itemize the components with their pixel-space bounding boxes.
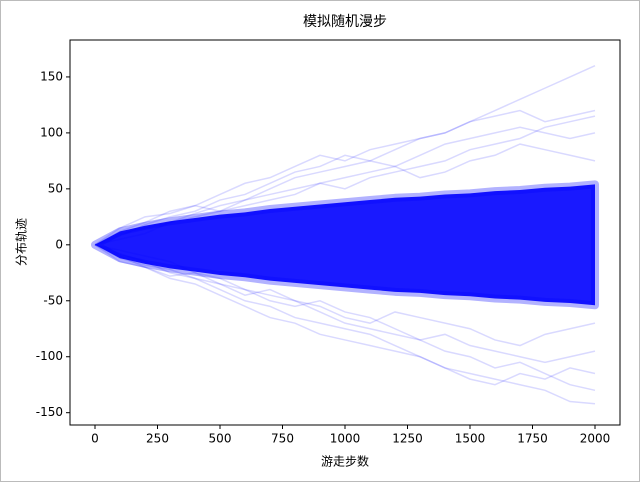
walk-line <box>94 109 596 246</box>
y-tick-label: -100 <box>36 349 63 363</box>
x-tick-label: 2000 <box>580 432 611 446</box>
x-tick-label: 750 <box>271 432 294 446</box>
dense-band <box>91 180 599 310</box>
x-axis-label: 游走步数 <box>321 454 369 469</box>
y-tick-label: -50 <box>43 293 63 307</box>
walk-line <box>94 244 596 405</box>
x-tick-label: 1250 <box>392 432 423 446</box>
x-tick-label: 0 <box>91 432 99 446</box>
x-tick-label: 1750 <box>517 432 548 446</box>
x-tick-label: 500 <box>209 432 232 446</box>
y-axis-label: 分布轨迹 <box>15 218 29 266</box>
x-tick-label: 1000 <box>330 432 361 446</box>
y-tick-label: 50 <box>48 181 63 195</box>
y-tick-label: 100 <box>40 125 63 139</box>
walk-line <box>94 65 596 246</box>
walk-line <box>94 115 596 246</box>
walk-line <box>94 244 596 347</box>
x-tick-label: 250 <box>146 432 169 446</box>
walk-line <box>94 244 596 386</box>
y-tick-label: -150 <box>36 405 63 419</box>
walk-line <box>94 143 596 246</box>
chart-title: 模拟随机漫步 <box>303 14 387 30</box>
walk-line <box>94 126 596 246</box>
walk-line <box>94 244 596 364</box>
y-tick-label: 150 <box>40 69 63 83</box>
x-tick-label: 1500 <box>455 432 486 446</box>
y-tick-label: 0 <box>55 237 63 251</box>
walk-line <box>94 244 596 392</box>
